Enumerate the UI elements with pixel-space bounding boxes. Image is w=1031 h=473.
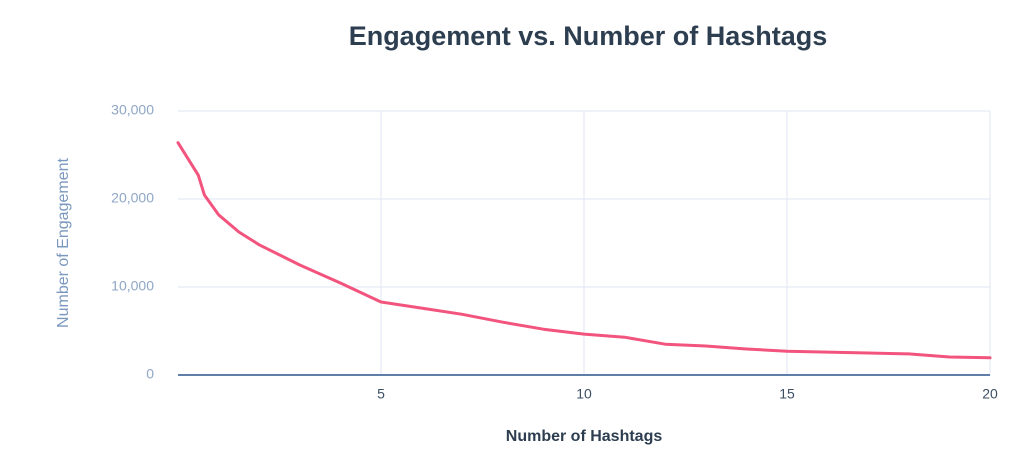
- y-tick-label: 20,000: [111, 190, 154, 206]
- y-axis-label: Number of Engagement: [55, 158, 72, 328]
- chart-title: Engagement vs. Number of Hashtags: [349, 21, 828, 51]
- x-tick-label: 20: [982, 386, 998, 402]
- x-tick-label: 15: [779, 386, 795, 402]
- data-line: [176, 141, 992, 360]
- x-tick-label: 10: [576, 386, 592, 402]
- y-tick-label: 10,000: [111, 278, 154, 294]
- y-tick-label: 0: [146, 366, 154, 382]
- y-tick-label: 30,000: [111, 102, 154, 118]
- x-axis-label: Number of Hashtags: [506, 428, 663, 445]
- x-tick-label: 5: [377, 386, 385, 402]
